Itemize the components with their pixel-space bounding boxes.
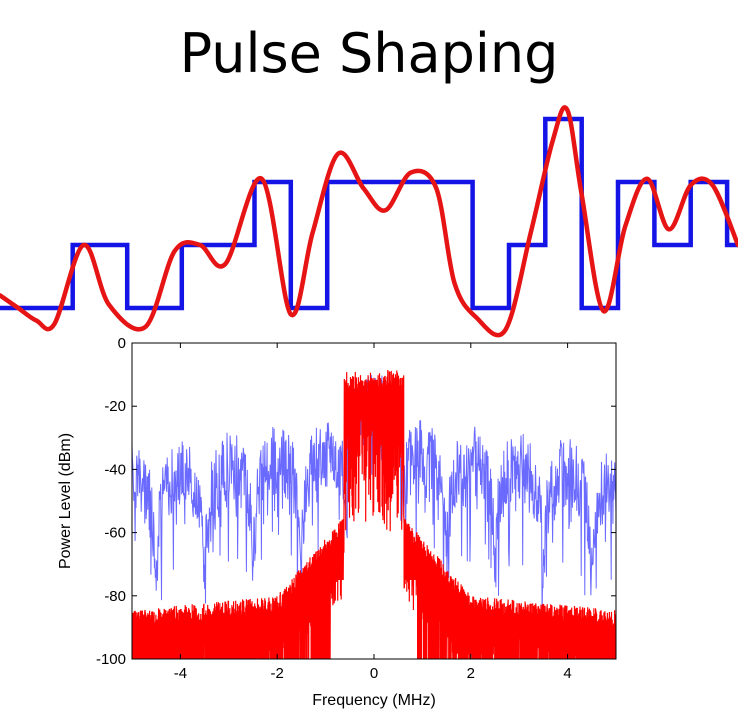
shaped-spectrum-line — [132, 369, 616, 659]
page-title: Pulse Shaping — [179, 22, 559, 85]
y-tick-label: -20 — [104, 398, 126, 415]
x-tick-label: 2 — [467, 665, 475, 682]
y-tick-label: 0 — [118, 335, 126, 352]
shaped-pulse-line — [0, 105, 738, 338]
y-tick-label: -80 — [104, 588, 126, 605]
x-axis-label: Frequency (MHz) — [312, 692, 436, 709]
y-axis-label: Power Level (dBm) — [57, 433, 74, 569]
time-domain-waveform — [0, 105, 738, 338]
y-tick-label: -40 — [104, 461, 126, 478]
rectangular-pulse-line — [0, 116, 738, 311]
x-tick-label: 4 — [563, 665, 571, 682]
x-tick-label: 0 — [370, 665, 378, 682]
y-tick-label: -60 — [104, 525, 126, 542]
x-tick-label: -2 — [271, 665, 284, 682]
x-tick-label: -4 — [174, 665, 187, 682]
y-tick-label: -100 — [96, 651, 126, 668]
